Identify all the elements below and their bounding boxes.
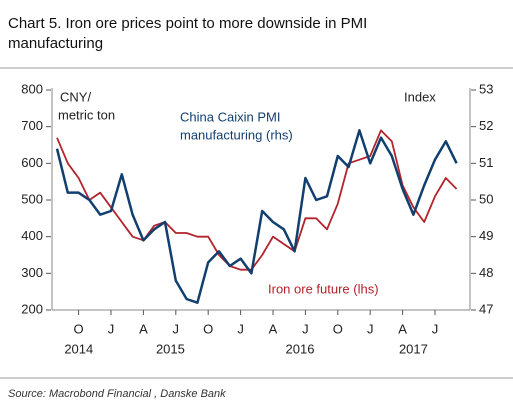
x-tick-label: O bbox=[74, 321, 84, 336]
y-tick-label: 700 bbox=[21, 118, 43, 133]
series-label: manufacturing (rhs) bbox=[180, 127, 293, 142]
y2-tick-label: 52 bbox=[479, 118, 493, 133]
y2-tick-label: 49 bbox=[479, 228, 493, 243]
x-tick-label: J bbox=[302, 321, 309, 336]
y2-tick-label: 51 bbox=[479, 155, 493, 170]
x-tick-label: A bbox=[398, 321, 407, 336]
x-tick-label: J bbox=[237, 321, 244, 336]
x-tick-label: O bbox=[203, 321, 213, 336]
y2-tick-label: 48 bbox=[479, 265, 493, 280]
x-tick-label: A bbox=[269, 321, 278, 336]
y-tick-label: 200 bbox=[21, 301, 43, 316]
y-tick-label: 800 bbox=[21, 81, 43, 96]
x-tick-label: O bbox=[333, 321, 343, 336]
axis-label: Index bbox=[404, 89, 436, 104]
y2-tick-label: 53 bbox=[479, 81, 493, 96]
series-label: Iron ore future (lhs) bbox=[268, 281, 379, 296]
axis-label: metric ton bbox=[58, 107, 115, 122]
source: Source: Macrobond Financial , Danske Ban… bbox=[8, 388, 226, 400]
y-tick-label: 600 bbox=[21, 155, 43, 170]
x-tick-label: J bbox=[173, 321, 180, 336]
y-tick-label: 500 bbox=[21, 191, 43, 206]
series-label: China Caixin PMI bbox=[180, 109, 280, 124]
x-tick-label: A bbox=[139, 321, 148, 336]
year-label: 2017 bbox=[399, 341, 428, 356]
y-tick-label: 400 bbox=[21, 228, 43, 243]
year-label: 2014 bbox=[64, 341, 93, 356]
axis-label: CNY/ bbox=[60, 89, 91, 104]
year-label: 2016 bbox=[286, 341, 315, 356]
series-line bbox=[56, 129, 458, 271]
chart-title: manufacturing bbox=[8, 35, 103, 52]
year-label: 2015 bbox=[156, 341, 185, 356]
chart-title: Chart 5. Iron ore prices point to more d… bbox=[8, 15, 367, 32]
x-tick-label: J bbox=[432, 321, 439, 336]
y-tick-label: 300 bbox=[21, 265, 43, 280]
y2-tick-label: 50 bbox=[479, 191, 493, 206]
y2-tick-label: 47 bbox=[479, 301, 493, 316]
series-line bbox=[55, 129, 458, 304]
x-tick-label: J bbox=[367, 321, 374, 336]
x-tick-label: J bbox=[108, 321, 115, 336]
